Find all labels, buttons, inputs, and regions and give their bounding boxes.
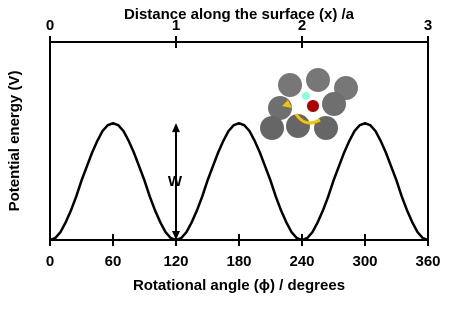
x-tick-label: 120 bbox=[163, 253, 188, 270]
chart-title: Distance along the surface (x) /a bbox=[124, 6, 355, 23]
x-tick-label: 300 bbox=[352, 253, 377, 270]
x-tick-label: 180 bbox=[226, 253, 251, 270]
x2-tick-label: 0 bbox=[46, 17, 54, 34]
x-axis-label: Rotational angle (ϕ) / degrees bbox=[133, 277, 345, 294]
inset-molecule bbox=[260, 68, 358, 140]
line bbox=[49, 121, 429, 242]
x2-tick-label: 1 bbox=[172, 17, 180, 34]
x-tick-label: 60 bbox=[105, 253, 122, 270]
x2-tick-label: 2 bbox=[298, 17, 306, 34]
plot-frame bbox=[49, 41, 429, 241]
y-axis-label: Potential energy (V) bbox=[6, 71, 23, 212]
x2-tick-label: 3 bbox=[424, 17, 432, 34]
x-tick-label: 0 bbox=[46, 253, 54, 270]
x-tick-label: 360 bbox=[415, 253, 440, 270]
x-tick-label: 240 bbox=[289, 253, 314, 270]
